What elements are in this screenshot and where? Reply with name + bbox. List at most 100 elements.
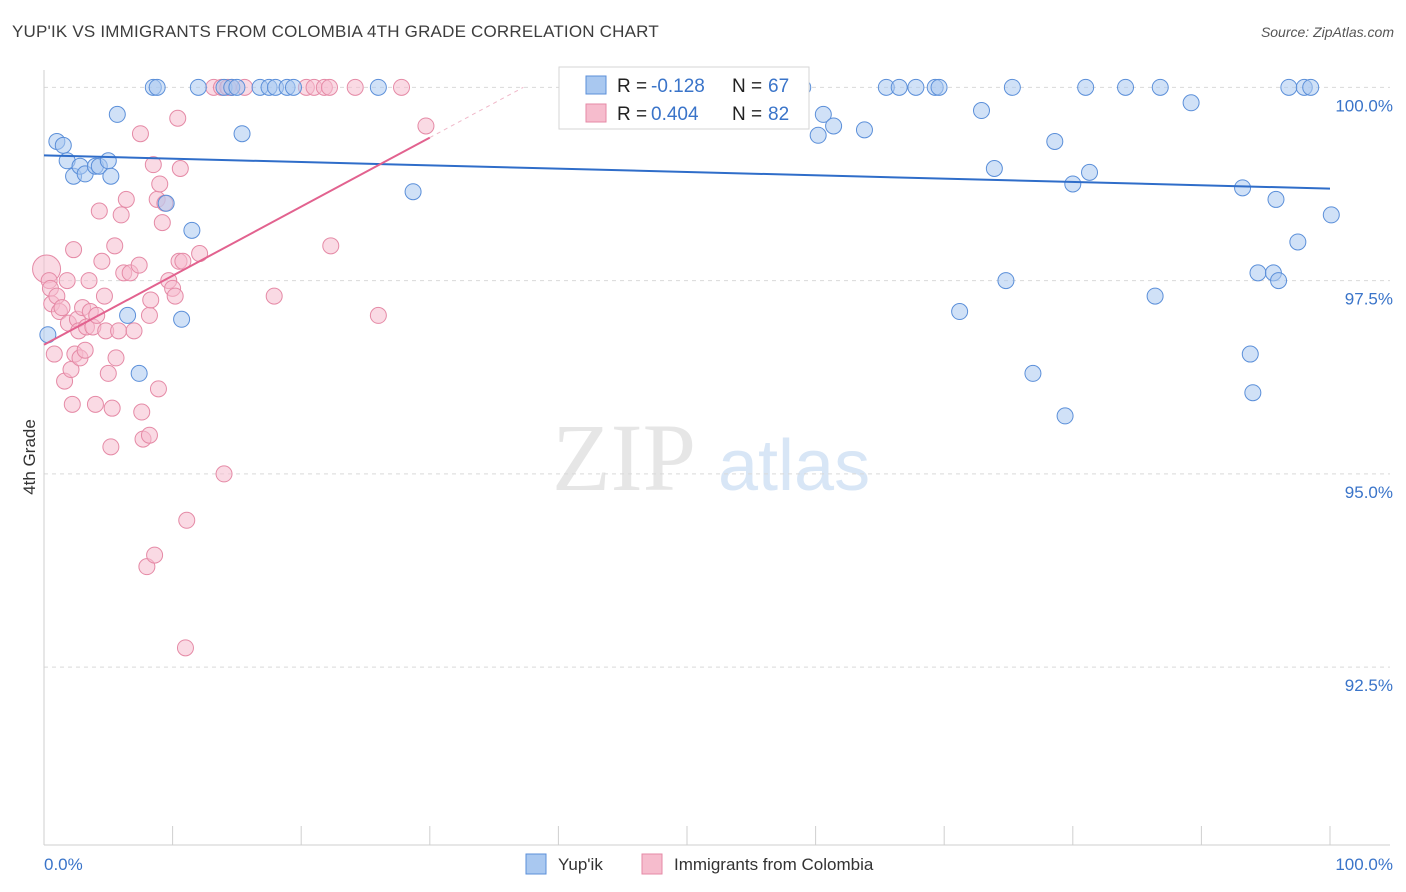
colombia-trend-line <box>43 136 431 346</box>
yupik-point <box>54 136 72 154</box>
legend-label-colombia: Immigrants from Colombia <box>674 855 874 874</box>
colombia-point <box>369 306 387 324</box>
yupik-point <box>1151 78 1169 96</box>
yupik-point <box>814 105 832 123</box>
y-tick-label: 92.5% <box>1345 676 1393 695</box>
chart-title: YUP'IK VS IMMIGRANTS FROM COLOMBIA 4TH G… <box>12 22 659 41</box>
yupik-point <box>189 78 207 96</box>
yupik-point <box>369 78 387 96</box>
colombia-point <box>176 639 194 657</box>
yupik-point <box>119 306 137 324</box>
colombia-point <box>178 511 196 529</box>
colombia-point <box>322 237 340 255</box>
series-colombia-points <box>32 78 435 657</box>
yupik-point <box>130 364 148 382</box>
colombia-point <box>265 287 283 305</box>
yupik-point <box>1241 345 1259 363</box>
yupik-point <box>1280 78 1298 96</box>
yupik-point <box>930 78 948 96</box>
yupik-point <box>99 152 117 170</box>
colombia-point <box>76 341 94 359</box>
watermark-atlas: atlas <box>718 426 870 506</box>
colombia-point <box>45 345 63 363</box>
yupik-point <box>809 126 827 144</box>
y-axis-label: 4th Grade <box>20 419 39 495</box>
y-tick-labels: 100.0% 97.5% 95.0% 92.5% <box>1335 96 1393 695</box>
yupik-point <box>1267 190 1285 208</box>
colombia-point <box>99 364 117 382</box>
colombia-point <box>393 78 411 96</box>
yupik-point <box>148 78 166 96</box>
yupik-point <box>855 121 873 139</box>
colombia-point <box>131 125 149 143</box>
colombia-point <box>103 399 121 417</box>
colombia-point <box>171 160 189 178</box>
colombia-point <box>169 109 187 127</box>
yupik-point <box>907 78 925 96</box>
colombia-point <box>110 322 128 340</box>
colombia-point <box>140 426 158 444</box>
yupik-point <box>1302 78 1320 96</box>
yupik-point <box>1077 78 1095 96</box>
yupik-point <box>108 105 126 123</box>
yupik-point <box>102 167 120 185</box>
colombia-point <box>58 272 76 290</box>
colombia-point <box>166 287 184 305</box>
colombia-point <box>95 287 113 305</box>
series-yupik-points <box>39 78 1340 425</box>
colombia-point <box>107 349 125 367</box>
yupik-point <box>228 78 246 96</box>
colombia-point <box>117 190 135 208</box>
colombia-point <box>112 206 130 224</box>
legend-swatch-colombia <box>641 853 663 875</box>
stats-swatch-yupik <box>585 75 607 95</box>
stats-n-label-yupik: N = <box>732 76 762 97</box>
stats-legend: R = -0.128 N = 67 R = 0.404 N = 82 <box>558 66 810 130</box>
yupik-point <box>1270 272 1288 290</box>
y-tick-label: 100.0% <box>1335 96 1393 115</box>
yupik-point <box>1064 175 1082 193</box>
yupik-trend-line <box>43 154 1331 190</box>
y-tick-label: 95.0% <box>1345 483 1393 502</box>
watermark-zip: ZIP <box>552 404 696 511</box>
colombia-point <box>151 175 169 193</box>
stats-swatch-colombia <box>585 103 607 123</box>
yupik-point <box>1003 78 1021 96</box>
stats-n-value-colombia: 82 <box>768 104 789 125</box>
yupik-point <box>157 194 175 212</box>
legend-swatch-yupik <box>525 853 547 875</box>
yupik-point <box>1146 287 1164 305</box>
yupik-point <box>1244 384 1262 402</box>
yupik-point <box>951 303 969 321</box>
colombia-point <box>146 546 164 564</box>
colombia-point <box>90 202 108 220</box>
yupik-point <box>1046 132 1064 150</box>
colombia-point <box>65 241 83 259</box>
colombia-point <box>125 322 143 340</box>
yupik-point <box>1056 407 1074 425</box>
colombia-trend-extension <box>429 86 524 139</box>
colombia-point <box>320 78 338 96</box>
y-tick-label: 97.5% <box>1345 290 1393 309</box>
yupik-point <box>1322 206 1340 224</box>
bottom-legend: Yup'ik Immigrants from Colombia <box>525 853 874 875</box>
x-axis-ticks <box>43 826 1331 845</box>
yupik-point <box>173 310 191 328</box>
colombia-point <box>153 214 171 232</box>
yupik-point <box>1234 179 1252 197</box>
colombia-point <box>86 395 104 413</box>
colombia-point <box>93 252 111 270</box>
yupik-point <box>997 272 1015 290</box>
source-credit: Source: ZipAtlas.com <box>1260 24 1394 40</box>
stats-n-value-yupik: 67 <box>768 76 789 97</box>
yupik-point <box>825 117 843 135</box>
colombia-point <box>144 156 162 174</box>
colombia-point <box>106 237 124 255</box>
colombia-point <box>102 438 120 456</box>
legend-label-yupik: Yup'ik <box>558 855 603 874</box>
colombia-point <box>142 291 160 309</box>
yupik-point <box>972 102 990 120</box>
stats-n-label-colombia: N = <box>732 104 762 125</box>
colombia-point <box>149 380 167 398</box>
yupik-point <box>985 160 1003 178</box>
